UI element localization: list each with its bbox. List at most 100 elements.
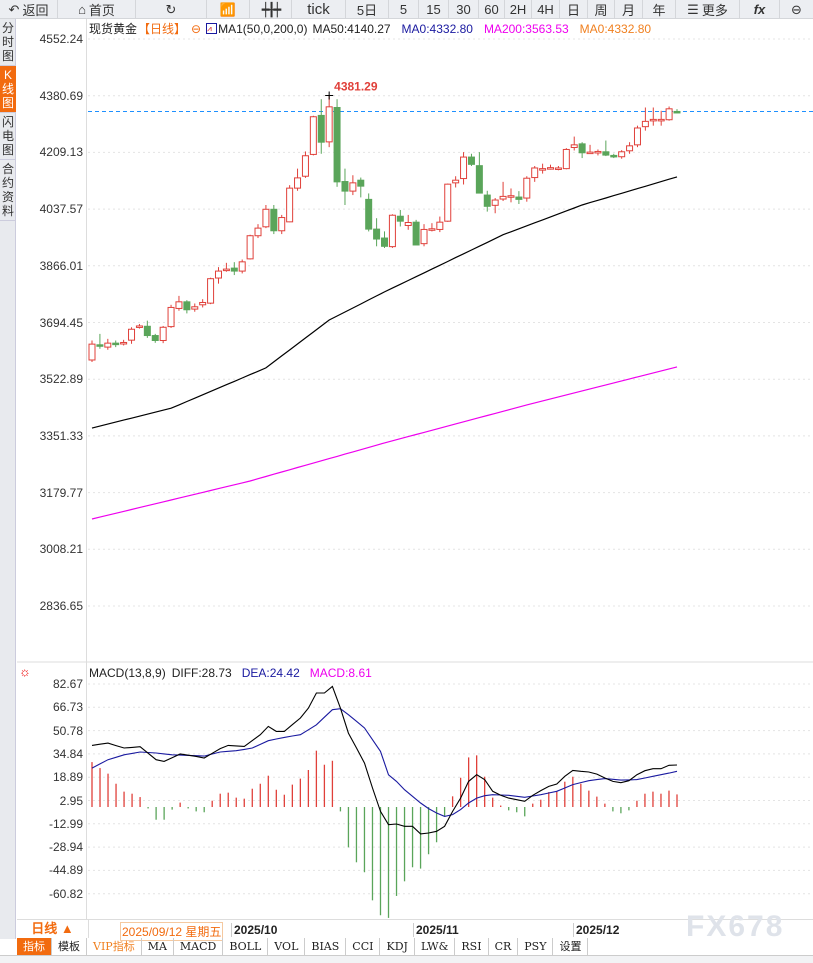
candle-up [191,306,199,310]
ma50-line [91,176,678,429]
indicator-tab[interactable]: VOL [268,938,306,955]
more-button[interactable]: ☰ 更多 [676,0,740,19]
period-year[interactable]: 年 [643,0,676,19]
candle-down [183,301,191,311]
candle-up [657,118,665,122]
sidebar: 分时图 K线图 闪电图 合约资料 [0,19,16,939]
candle-up [388,214,396,248]
candle-up [199,301,207,306]
candle-up [325,106,333,143]
cursor-date: 2025/09/12 星期五 [120,922,224,941]
period-60m[interactable]: 60 [479,0,505,19]
macd-y-tick-label: -28.94 [48,840,83,855]
period-dropdown[interactable]: 日线 ▲ [17,920,89,938]
candle-up [594,150,602,154]
candle-up [120,341,128,345]
macd-y-tick-label: 50.78 [52,723,83,738]
month-label: 2025/10 [231,923,277,937]
indicator-tab[interactable]: VIP指标 [87,938,142,955]
macd-y-tick-label: 18.89 [52,770,83,785]
candle-up [626,145,634,152]
sidebar-item-kline[interactable]: K线图 [0,66,16,113]
indicator-tab[interactable]: MA [142,938,174,955]
candle-up [207,278,215,304]
date-bar: 日线 ▲ 2025/09/12 星期五 2025/10 2025/11 2025… [17,919,813,941]
indicator-tab[interactable]: BOLL [223,938,269,955]
candle-up [436,221,444,230]
candle-down [515,196,523,200]
indicator-tab[interactable]: CR [489,938,519,955]
candle-down [673,110,681,114]
indicator-tab[interactable]: BIAS [305,938,347,955]
indicator-tab[interactable]: KDJ [380,938,415,955]
zoom-out-icon: ⊖ [791,1,802,17]
candlestick-button[interactable]: ┿╂┿ [250,0,292,19]
candle-up [531,167,539,179]
candle-up [254,227,262,237]
macd-y-tick-label: -60.82 [48,886,83,901]
month-label: 2025/12 [573,923,619,937]
home-button[interactable]: ⌂ 首页 [58,0,136,19]
indicator-tab[interactable]: CCI [346,938,381,955]
menu-icon: ☰ [687,1,699,17]
indicator-tab[interactable]: LW& [415,938,456,955]
period-30m[interactable]: 30 [449,0,479,19]
indicator-tab[interactable]: PSY [518,938,554,955]
period-5m[interactable]: 5 [389,0,419,19]
diff-line [91,685,678,835]
candle-down [483,194,491,207]
refresh-button[interactable]: ↻ [136,0,207,19]
period-4h[interactable]: 4H [532,0,560,19]
bar-chart-icon: 📶 [219,1,237,17]
period-tick[interactable]: tick [292,0,346,19]
back-button[interactable]: ↶ 返回 [0,0,58,19]
period-5d[interactable]: 5日 [346,0,389,19]
sidebar-item-flash[interactable]: 闪电图 [0,113,16,160]
candle-down [373,228,381,240]
candle-down [96,344,104,347]
macd-y-tick-label: -12.99 [48,816,83,831]
period-day[interactable]: 日 [560,0,588,19]
candle-down [412,221,420,246]
diff-value: DIFF:28.73 [171,666,232,680]
macd-value: MACD:8.61 [309,666,372,680]
candle-down [578,143,586,154]
indicator-tab[interactable]: 模板 [52,938,87,955]
horizontal-scrollbar[interactable] [0,955,813,963]
macd-y-tick-label: 66.73 [52,700,83,715]
sidebar-item-timeshare[interactable]: 分时图 [0,19,16,66]
candle-down [467,156,475,165]
candle-down [317,114,325,143]
candle-up [222,268,230,272]
indicator-tab[interactable]: 指标 [17,938,52,955]
candle-up [499,195,507,200]
period-week[interactable]: 周 [588,0,615,19]
watermark-logo: FX678 [686,910,785,943]
macd-settings-icon[interactable]: ☼ [19,664,31,679]
formula-button[interactable]: fx [740,0,780,19]
settings-circle-icon[interactable]: ⊖ [191,21,202,36]
back-arrow-icon: ↶ [8,1,20,17]
period-2h[interactable]: 2H [505,0,532,19]
sidebar-item-contract-info[interactable]: 合约资料 [0,160,16,221]
ma-indicator-icon[interactable]: ⩘ [206,23,218,34]
indicator-tab[interactable]: RSI [455,938,489,955]
candle-up [104,342,112,348]
indicator-tab[interactable]: 设置 [553,938,589,955]
candle-up [404,222,412,226]
period-15m[interactable]: 15 [419,0,449,19]
period-month[interactable]: 月 [615,0,643,19]
candle-up [562,148,570,170]
candle-down [475,165,483,194]
candle-up [238,261,246,272]
candle-up [491,199,499,206]
candle-up [301,155,309,177]
candle-up [547,167,555,170]
candle-up [665,108,673,121]
ma200-value: MA200:3563.53 [483,21,569,36]
indicator-tab[interactable]: MACD [174,938,224,955]
candlestick-icon: ┿╂┿ [261,1,282,17]
indicator-chart-button[interactable]: 📶 [207,0,250,19]
zoom-out-button[interactable]: ⊖ [780,0,813,19]
